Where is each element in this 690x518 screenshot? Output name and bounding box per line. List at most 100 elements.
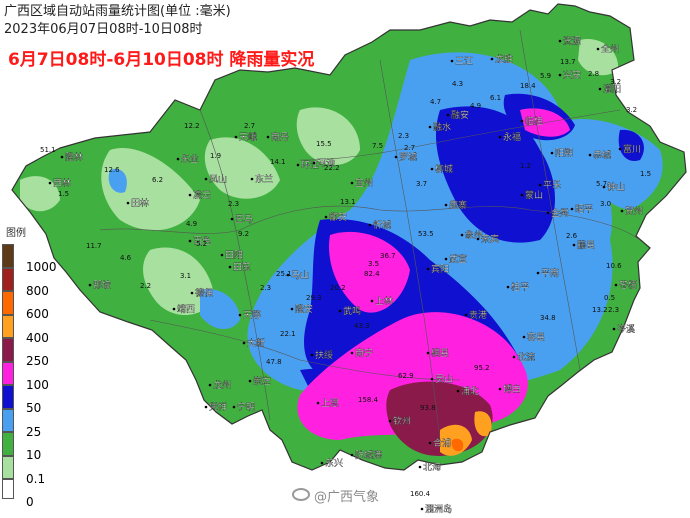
city-label: 兴安 (563, 69, 581, 81)
city-marker (464, 313, 468, 317)
station-value: 20.2 (330, 284, 346, 292)
city-marker (368, 223, 372, 227)
city-label: 岑溪 (617, 323, 635, 335)
city-marker (612, 327, 616, 331)
city-marker (506, 285, 510, 289)
city-marker (248, 379, 252, 383)
station-value: 2.2 (140, 282, 151, 290)
station-value: 2.3 (398, 132, 409, 140)
city-label: 凤山 (209, 174, 227, 185)
city-marker (546, 211, 550, 215)
city-marker (572, 243, 576, 247)
city-marker (512, 355, 516, 359)
city-label: 巴马 (235, 214, 253, 225)
legend-label: 50 (26, 401, 42, 415)
station-value: 62.9 (398, 372, 414, 380)
station-value: 18.4 (520, 82, 536, 90)
city-marker (426, 267, 430, 271)
city-label: 昭平 (575, 204, 593, 215)
city-marker (242, 341, 246, 345)
city-label: 防城港 (355, 449, 382, 461)
map-title: 广西区域自动站雨量统计图(单位 :毫米) (4, 4, 231, 19)
station-value: 5.9 (540, 72, 551, 80)
station-value: 6.2 (152, 176, 163, 184)
map-headline: 6月7日08时-6月10日08时 降雨量实况 (8, 50, 315, 70)
city-label: 乐业 (181, 153, 199, 165)
station-value: 6.1 (490, 94, 501, 102)
city-label: 来宾 (481, 233, 499, 245)
city-marker (602, 185, 606, 189)
legend-swatch (2, 455, 14, 479)
city-marker (444, 203, 448, 207)
city-label: 都安 (329, 211, 347, 223)
city-marker (430, 167, 434, 171)
legend-swatch (2, 408, 14, 432)
city-label: 扶绥 (315, 349, 333, 361)
station-value: 4.7 (430, 98, 441, 106)
city-marker (620, 209, 624, 213)
city-label: 涠洲岛 (425, 503, 452, 515)
city-marker (370, 299, 374, 303)
city-label: 金秀 (551, 207, 569, 219)
city-label: 灵山 (435, 374, 453, 385)
city-marker (520, 193, 524, 197)
city-marker (550, 151, 554, 155)
city-label: 大新 (247, 337, 265, 349)
city-label: 靖西 (177, 303, 195, 315)
city-marker (490, 57, 494, 61)
city-marker (296, 163, 300, 167)
city-marker (310, 353, 314, 357)
station-value: 3.2 (610, 78, 621, 86)
station-value: 2.3 (228, 200, 239, 208)
city-marker (350, 453, 354, 457)
station-value: 3.5 (368, 260, 379, 268)
station-value: 2.3 (260, 284, 271, 292)
city-label: 崇左 (253, 375, 271, 387)
city-label: 三江 (455, 56, 473, 67)
city-label: 上林 (375, 295, 393, 307)
station-value: 4.9 (470, 102, 481, 110)
station-value: 82.4 (364, 270, 380, 278)
legend-swatch (2, 385, 14, 409)
station-value: 43.3 (354, 322, 370, 330)
city-label: 贺州 (625, 205, 643, 217)
city-label: 永福 (503, 131, 521, 143)
legend-label: 1000 (26, 260, 57, 274)
station-value: 15.5 (316, 140, 332, 148)
city-marker (316, 401, 320, 405)
city-label: 凭祥 (209, 401, 227, 413)
city-label: 百色 (193, 235, 211, 247)
station-value: 2.7 (404, 144, 415, 152)
city-marker (388, 419, 392, 423)
city-marker (60, 155, 64, 159)
city-marker (126, 201, 130, 205)
city-label: 宁明 (237, 401, 255, 413)
city-label: 苍梧 (619, 279, 637, 291)
station-value: 53.5 (418, 230, 434, 238)
city-label: 恭城 (593, 150, 611, 161)
legend-swatch (2, 432, 14, 456)
station-value: 7.5 (372, 142, 383, 150)
city-marker (444, 257, 448, 261)
station-value: 12.6 (104, 166, 120, 174)
city-marker (418, 465, 422, 469)
city-label: 东兴 (325, 457, 343, 469)
city-label: 天峨 (239, 131, 257, 143)
city-label: 富川 (623, 143, 641, 155)
legend-label: 600 (26, 307, 49, 321)
city-label: 罗城 (399, 152, 417, 163)
watermark: @广西气象 (314, 490, 380, 505)
legend-swatch (2, 267, 14, 291)
station-value: 11.7 (86, 242, 102, 250)
city-label: 融安 (451, 109, 469, 121)
city-marker (538, 183, 542, 187)
city-label: 东兰 (255, 173, 273, 185)
legend-label: 400 (26, 331, 49, 345)
station-value: 10.6 (606, 262, 622, 270)
city-label: 融水 (433, 121, 451, 133)
city-marker (286, 273, 290, 277)
city-marker (290, 307, 294, 311)
city-marker (456, 389, 460, 393)
city-label: 田阳 (225, 250, 243, 261)
city-label: 凌云 (193, 189, 211, 201)
